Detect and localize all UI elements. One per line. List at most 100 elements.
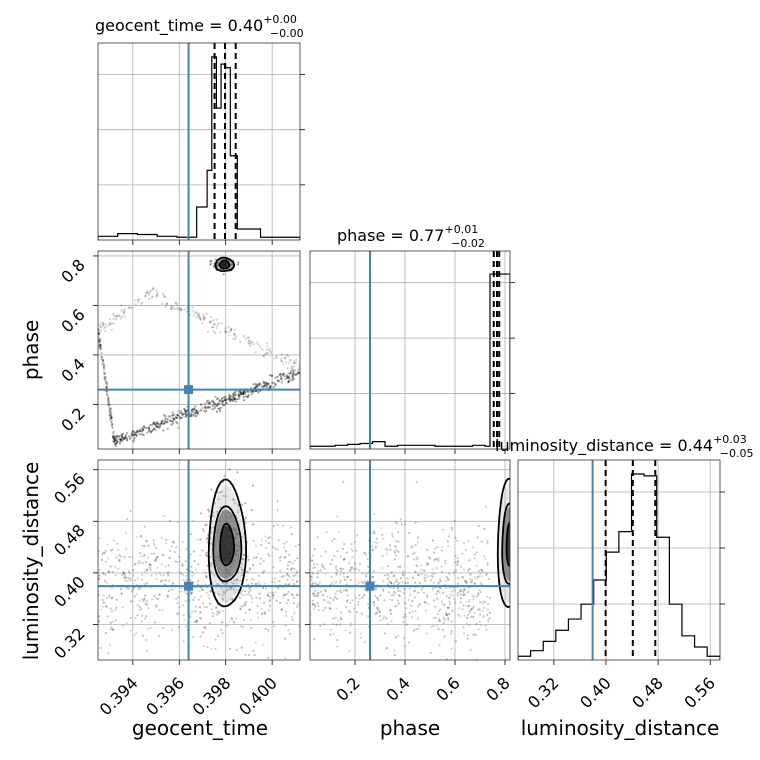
sample-point-239 <box>314 605 317 608</box>
sample-point-70 <box>257 574 260 577</box>
sample-point-188 <box>167 571 170 574</box>
sample-point-688 <box>271 596 274 600</box>
sample-point-173 <box>98 615 100 618</box>
sample-point-591 <box>103 377 106 380</box>
sample-point-186 <box>143 597 146 600</box>
sample-point-283 <box>462 588 466 591</box>
sample-point-137 <box>330 539 334 542</box>
sample-point-546 <box>295 580 298 583</box>
sample-point-236 <box>388 575 391 578</box>
sample-point-417 <box>324 588 327 592</box>
sample-point-554 <box>112 436 115 439</box>
sample-point-714 <box>155 295 158 298</box>
sample-point-140 <box>243 618 246 621</box>
sample-point-404 <box>240 646 243 649</box>
sample-point-100 <box>125 437 128 440</box>
sample-point-771 <box>112 313 115 316</box>
sample-point-322 <box>166 420 169 423</box>
sample-point-506 <box>185 547 188 550</box>
sample-point-392 <box>358 562 362 566</box>
sample-point-3 <box>216 610 219 613</box>
sample-point-703 <box>248 339 251 343</box>
sample-point-258 <box>272 591 275 594</box>
sample-point-296 <box>251 390 254 393</box>
sample-point-132 <box>184 625 187 628</box>
sample-point-534 <box>99 344 102 347</box>
sample-point-446 <box>366 557 369 561</box>
sample-point-612 <box>272 594 275 597</box>
sample-point-96 <box>392 582 395 586</box>
sample-point-638 <box>402 615 405 618</box>
sample-point-148 <box>204 524 207 527</box>
sample-point-269 <box>256 552 259 555</box>
sample-point-552 <box>442 603 445 606</box>
sample-point-266 <box>215 613 219 616</box>
sample-point-89 <box>163 676 165 678</box>
sample-point-255 <box>479 601 482 604</box>
sample-point-529 <box>199 617 202 620</box>
sample-point-789 <box>202 318 205 321</box>
sample-point-885 <box>209 263 212 266</box>
sample-point-73 <box>145 540 148 543</box>
sample-point-8 <box>135 592 138 596</box>
sample-point-97 <box>115 442 118 445</box>
sample-point-687 <box>378 611 382 614</box>
sample-point-90 <box>237 395 240 398</box>
sample-point-414 <box>157 423 160 426</box>
x-tick-label-phase-0: 0.2 <box>332 673 363 704</box>
sample-point-189 <box>126 439 129 442</box>
sample-point-241 <box>238 596 241 599</box>
sample-point-208 <box>134 617 137 620</box>
sample-point-87 <box>115 435 118 438</box>
sample-point-859 <box>232 588 235 591</box>
sample-point-312 <box>311 602 314 606</box>
sample-point-45 <box>181 573 184 576</box>
sample-point-690 <box>445 580 448 583</box>
sample-point-480 <box>99 346 102 349</box>
sample-point-519 <box>110 416 113 419</box>
sample-point-569 <box>271 594 274 597</box>
sample-point-890 <box>222 494 225 497</box>
sample-point-219 <box>171 422 175 425</box>
sample-point-344 <box>200 549 203 552</box>
sample-point-621 <box>163 579 166 582</box>
sample-point-712 <box>137 300 140 304</box>
sample-point-531 <box>109 420 113 423</box>
sample-point-727 <box>225 331 228 334</box>
sample-point-831 <box>221 581 224 584</box>
sample-point-391 <box>468 623 471 627</box>
sample-point-65 <box>104 549 107 552</box>
sample-point-31 <box>148 429 151 432</box>
phase-vs-luminosity-distance-panel <box>305 459 511 665</box>
sample-point-228 <box>178 416 181 419</box>
sample-point-43 <box>135 631 138 634</box>
sample-point-811 <box>252 564 255 567</box>
sample-point-246 <box>256 384 259 387</box>
sample-point-667 <box>441 592 445 595</box>
sample-point-921 <box>214 258 217 261</box>
sample-point-808 <box>107 324 110 327</box>
sample-point-403 <box>169 419 172 422</box>
sample-point-40 <box>424 609 427 612</box>
sample-point-601 <box>453 571 456 574</box>
sample-point-607 <box>390 612 393 615</box>
sample-point-37 <box>203 626 206 630</box>
sample-point-307 <box>266 594 269 597</box>
sample-point-252 <box>252 649 255 652</box>
sample-point-362 <box>311 572 314 575</box>
sample-point-190 <box>232 396 235 399</box>
sample-point-476 <box>102 362 105 365</box>
sample-point-139 <box>232 399 235 402</box>
sample-point-275 <box>145 427 148 430</box>
sample-point-500 <box>338 581 341 584</box>
sample-point-874 <box>212 511 215 514</box>
sample-point-671 <box>333 554 336 558</box>
sample-point-169 <box>146 569 149 572</box>
sample-point-573 <box>99 338 102 341</box>
sample-point-365 <box>123 437 126 440</box>
sample-point-509 <box>472 606 475 610</box>
sample-point-191 <box>294 373 297 377</box>
sample-point-603 <box>288 361 291 364</box>
sample-point-659 <box>441 528 444 531</box>
sample-point-201 <box>484 505 487 508</box>
